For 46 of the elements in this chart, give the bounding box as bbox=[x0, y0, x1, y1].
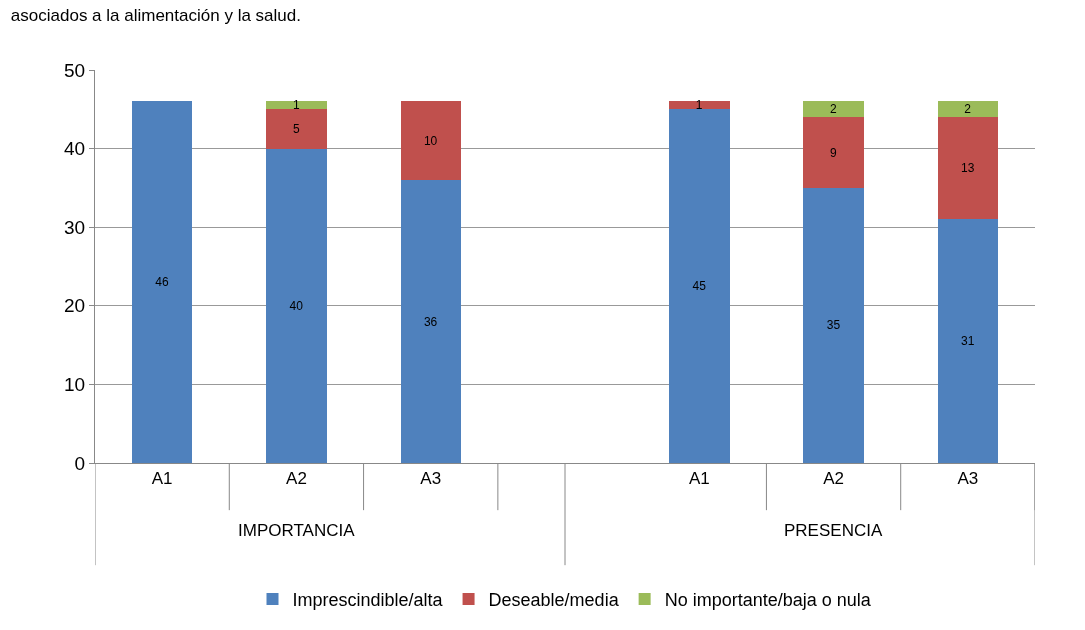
data-label: 2 bbox=[830, 102, 838, 117]
y-tick-label: 20 bbox=[64, 295, 86, 317]
bar bbox=[266, 109, 327, 149]
bar bbox=[937, 101, 999, 118]
data-label: 13 bbox=[961, 161, 975, 176]
y-tick-label: 30 bbox=[64, 216, 86, 238]
data-label: 10 bbox=[423, 133, 438, 148]
x-tick-label: A3 bbox=[420, 469, 442, 489]
data-label: 31 bbox=[961, 334, 975, 349]
legend-label: Deseable/media bbox=[488, 590, 620, 611]
x-tick-label: A3 bbox=[957, 469, 979, 489]
bar bbox=[803, 101, 864, 118]
bar bbox=[400, 101, 461, 181]
y-tick-label: 10 bbox=[64, 374, 86, 396]
y-tick-label: 0 bbox=[74, 452, 86, 474]
x-tick-label: A2 bbox=[823, 469, 844, 489]
bar bbox=[803, 117, 864, 188]
bar bbox=[266, 148, 327, 463]
data-label: 36 bbox=[423, 314, 438, 329]
bar bbox=[266, 101, 327, 110]
data-label: 40 bbox=[289, 298, 304, 313]
bar bbox=[803, 187, 864, 463]
x-tick-label: A1 bbox=[688, 469, 710, 489]
data-label: 9 bbox=[830, 145, 838, 160]
y-tick-label: 50 bbox=[64, 59, 86, 81]
x-tick-label: A1 bbox=[151, 469, 173, 489]
data-label: 5 bbox=[292, 121, 300, 136]
bar bbox=[400, 180, 461, 463]
bar bbox=[669, 101, 730, 110]
text: PRESENCIA bbox=[784, 521, 883, 540]
data-label: 2 bbox=[964, 102, 972, 117]
bar bbox=[937, 117, 999, 220]
y-tick-label: 40 bbox=[64, 138, 86, 160]
data-label: 35 bbox=[826, 318, 841, 333]
data-label: 1 bbox=[695, 98, 703, 113]
x-tick-label: A2 bbox=[286, 469, 307, 489]
bar bbox=[131, 101, 193, 463]
data-label: 1 bbox=[292, 98, 300, 113]
data-label: 46 bbox=[155, 275, 169, 290]
bar bbox=[669, 109, 730, 463]
chart-title: asociados a la alimentación y la salud. bbox=[10, 6, 301, 26]
text: IMPORTANCIA bbox=[238, 521, 356, 540]
bar bbox=[937, 219, 999, 463]
legend-label: Imprescindible/alta bbox=[292, 590, 444, 611]
data-label: 45 bbox=[692, 279, 707, 294]
legend-label: No importante/baja o nula bbox=[664, 590, 872, 611]
